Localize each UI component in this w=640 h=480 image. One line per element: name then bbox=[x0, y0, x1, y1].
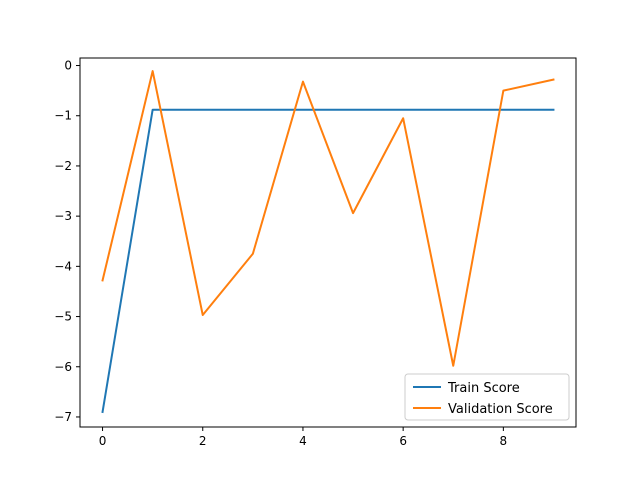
series-line-train-score bbox=[101, 108, 555, 414]
y-tick-label: −1 bbox=[54, 109, 72, 123]
y-axis: 0 −1 −2 −3 −4 −5 −6 −7 bbox=[54, 59, 80, 424]
x-tick-label: 0 bbox=[99, 434, 107, 448]
y-tick-label: −6 bbox=[54, 360, 72, 374]
series-layer bbox=[101, 70, 555, 414]
axes-frame bbox=[79, 57, 577, 428]
legend-entry-label: Validation Score bbox=[448, 402, 553, 417]
legend-entry-label: Train Score bbox=[447, 381, 520, 396]
x-tick-label: 6 bbox=[399, 434, 407, 448]
legend-box bbox=[404, 373, 570, 421]
y-tick-label: 0 bbox=[64, 59, 72, 73]
y-tick-label: −7 bbox=[54, 410, 72, 424]
y-tick-label: −5 bbox=[54, 310, 72, 324]
x-axis: 0 2 4 6 8 bbox=[99, 427, 507, 448]
plot-area bbox=[79, 57, 577, 428]
legend: Train Score Validation Score bbox=[404, 373, 570, 421]
y-tick-label: −3 bbox=[54, 209, 72, 223]
x-tick-label: 8 bbox=[500, 434, 508, 448]
y-tick-label: −4 bbox=[54, 259, 72, 273]
series-line-validation-score bbox=[101, 70, 555, 367]
y-tick-label: −2 bbox=[54, 159, 72, 173]
x-tick-label: 2 bbox=[199, 434, 207, 448]
x-tick-label: 4 bbox=[299, 434, 307, 448]
